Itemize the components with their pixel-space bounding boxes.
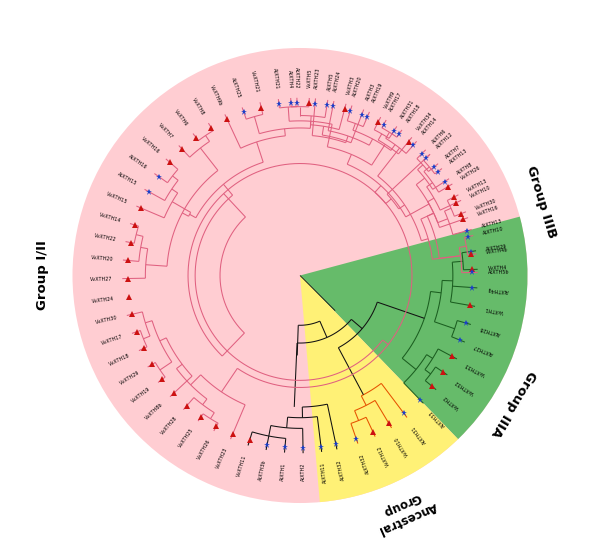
Text: AtXTH15: AtXTH15: [116, 172, 137, 187]
Text: VvXTH23: VvXTH23: [215, 447, 229, 470]
Text: VvXTH9: VvXTH9: [383, 90, 396, 110]
Text: AtXTH32: AtXTH32: [359, 452, 370, 474]
Text: VvXTH3: VvXTH3: [346, 75, 356, 95]
Text: AtXTH25: AtXTH25: [230, 77, 241, 99]
Text: AtXTH3: AtXTH3: [365, 83, 376, 101]
Text: AtXTH3b: AtXTH3b: [257, 459, 266, 481]
Text: Group I/II: Group I/II: [36, 241, 49, 310]
Text: Group IIIA: Group IIIA: [488, 368, 538, 439]
Text: AtXTH31: AtXTH31: [400, 99, 416, 120]
Text: AtXTH20: AtXTH20: [352, 75, 364, 97]
Text: Group IIIB: Group IIIB: [524, 164, 559, 240]
Text: VvXTH25: VvXTH25: [178, 428, 194, 449]
Text: AtXTH14: AtXTH14: [421, 116, 439, 136]
Text: VvXTH7: VvXTH7: [157, 122, 174, 140]
Text: AtXTH5b: AtXTH5b: [487, 269, 509, 275]
Text: AtXTH18: AtXTH18: [406, 103, 422, 123]
Text: VvXTH11: VvXTH11: [236, 454, 248, 477]
Text: VvXTH8b: VvXTH8b: [145, 402, 164, 420]
Text: VvXTH18: VvXTH18: [109, 353, 131, 366]
Text: VvXTH14: VvXTH14: [98, 212, 121, 223]
Text: VvXTH9b: VvXTH9b: [209, 84, 223, 106]
Text: AtXTH2: AtXTH2: [301, 463, 306, 482]
Text: AtXTH33: AtXTH33: [428, 409, 447, 428]
Text: VvXTH26: VvXTH26: [196, 438, 211, 461]
Text: AtXTH11: AtXTH11: [320, 461, 328, 483]
Text: VvXTH17: VvXTH17: [101, 334, 124, 346]
Wedge shape: [300, 217, 527, 439]
Text: VvXTH10: VvXTH10: [394, 435, 410, 457]
Text: VvXTH19: VvXTH19: [131, 386, 152, 404]
Text: VvXTH5: VvXTH5: [307, 69, 313, 88]
Text: VvXTH8: VvXTH8: [191, 97, 206, 116]
Text: AtXTH10: AtXTH10: [482, 226, 504, 236]
Text: VvXTH33: VvXTH33: [464, 361, 487, 376]
Text: VvXTH27: VvXTH27: [90, 276, 113, 282]
Text: AtXTH23: AtXTH23: [314, 67, 321, 89]
Text: AtXTH27: AtXTH27: [473, 343, 495, 356]
Text: AtXTH17: AtXTH17: [389, 91, 404, 113]
Text: VvXTH30: VvXTH30: [95, 315, 118, 325]
Text: VvXTH10: VvXTH10: [469, 185, 491, 198]
Text: AtXTH28: AtXTH28: [479, 325, 502, 336]
Text: VvXTH15: VvXTH15: [106, 191, 128, 204]
Text: VvXTH29: VvXTH29: [119, 370, 140, 386]
Text: VvXTH30: VvXTH30: [474, 198, 497, 210]
Text: AtXTH24: AtXTH24: [334, 70, 343, 92]
Text: AtXTH29: AtXTH29: [485, 244, 507, 252]
Text: VvXTH28: VvXTH28: [160, 415, 179, 436]
Wedge shape: [300, 276, 458, 502]
Text: AtXTH21: AtXTH21: [272, 68, 280, 90]
Text: VvXTH4b: VvXTH4b: [486, 247, 509, 255]
Text: VvXTH13: VvXTH13: [466, 178, 488, 193]
Text: VvXTH1: VvXTH1: [484, 306, 504, 314]
Text: VvXTH32: VvXTH32: [454, 379, 476, 395]
Text: AtXTH19: AtXTH19: [371, 82, 384, 104]
Text: VvXTH26: VvXTH26: [460, 165, 481, 181]
Text: AtXTH4g: AtXTH4g: [487, 286, 509, 293]
Text: AtXTH16: AtXTH16: [127, 154, 148, 170]
Text: VvXTH22: VvXTH22: [94, 233, 116, 242]
Text: AtXTH31: AtXTH31: [411, 424, 428, 444]
Text: VvXTH21: VvXTH21: [250, 71, 260, 93]
Text: AtXTH22: AtXTH22: [294, 67, 299, 88]
Text: AtXTH12: AtXTH12: [436, 131, 455, 149]
Text: VvXTH16: VvXTH16: [476, 205, 499, 217]
Text: VvXTH34: VvXTH34: [416, 111, 434, 131]
Text: Ancestral
Group: Ancestral Group: [370, 485, 439, 537]
Text: AtXTH4: AtXTH4: [287, 70, 293, 88]
Text: AtXTH13: AtXTH13: [448, 148, 469, 165]
Text: AtXTH6: AtXTH6: [431, 128, 448, 145]
Wedge shape: [73, 48, 527, 503]
Text: AtXTH5: AtXTH5: [327, 72, 335, 91]
Text: VvXTH24: VvXTH24: [91, 296, 114, 304]
Text: AtXTH7: AtXTH7: [444, 144, 461, 159]
Text: AtXTH8: AtXTH8: [456, 161, 474, 175]
Text: AtXTH13: AtXTH13: [481, 219, 503, 229]
Text: AtXTH32: AtXTH32: [337, 458, 346, 480]
Text: VvXTH20: VvXTH20: [91, 255, 113, 262]
Text: VvXTH2: VvXTH2: [442, 394, 460, 410]
Text: VvXTH4: VvXTH4: [487, 266, 507, 272]
Text: VvXTH6: VvXTH6: [173, 109, 189, 127]
Text: AtXTH1: AtXTH1: [280, 462, 286, 481]
Text: VvXTH12: VvXTH12: [377, 445, 391, 467]
Text: VvXTH16: VvXTH16: [140, 136, 160, 154]
